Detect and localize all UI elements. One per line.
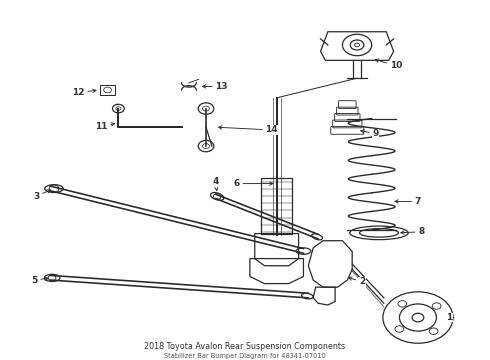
Text: 13: 13 — [202, 82, 228, 91]
Text: 4: 4 — [213, 177, 219, 190]
Text: 2: 2 — [348, 277, 365, 286]
Text: 6: 6 — [234, 179, 273, 188]
Text: 7: 7 — [395, 197, 421, 206]
Text: 11: 11 — [95, 122, 115, 131]
Text: 14: 14 — [219, 126, 278, 135]
Text: 12: 12 — [72, 88, 96, 97]
Text: Stabilizer Bar Bumper Diagram for 48341-07010: Stabilizer Bar Bumper Diagram for 48341-… — [164, 352, 326, 359]
Text: 10: 10 — [375, 59, 402, 70]
Text: 1: 1 — [446, 313, 454, 322]
Text: 3: 3 — [33, 190, 50, 201]
Text: 8: 8 — [401, 227, 424, 236]
Text: 5: 5 — [31, 275, 49, 284]
Text: 9: 9 — [361, 129, 379, 138]
Text: 2018 Toyota Avalon Rear Suspension Components: 2018 Toyota Avalon Rear Suspension Compo… — [145, 342, 345, 351]
